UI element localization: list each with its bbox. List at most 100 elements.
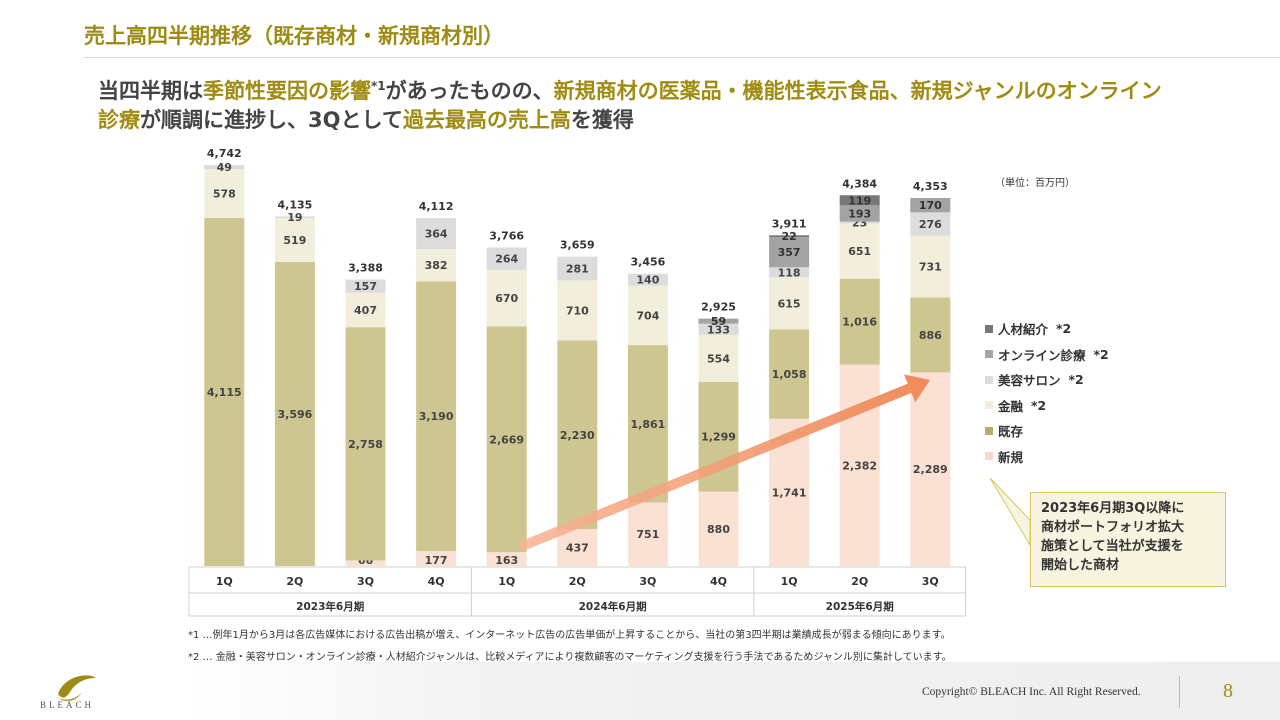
data-label: 731 [919, 261, 942, 274]
unit-label: （単位：百万円） [995, 178, 1075, 189]
data-label: 49 [217, 161, 232, 174]
bar-segment [627, 345, 668, 503]
data-label: 519 [283, 234, 306, 247]
bar-segment [627, 285, 668, 346]
category-label: 2Q [286, 575, 303, 588]
data-label: 751 [636, 528, 659, 541]
bar-segment [627, 502, 668, 566]
period-label: 2024年6月期 [579, 600, 647, 613]
data-label: 578 [213, 188, 236, 201]
legend-item: 人材紹介 *2 [985, 316, 1109, 342]
data-label: 554 [707, 352, 730, 365]
bar-segment [769, 267, 810, 278]
legend-label: オンライン診療 [998, 347, 1086, 363]
total-label: 2,925 [701, 301, 736, 314]
data-label: 710 [566, 304, 589, 317]
bar-segment [416, 218, 457, 249]
bar-segment [486, 326, 527, 553]
data-label: 2,669 [489, 433, 524, 446]
data-label: 281 [566, 263, 589, 276]
period-label: 2023年6月期 [296, 600, 364, 613]
legend-label: 人材紹介 [998, 322, 1049, 338]
data-label: 59 [711, 315, 726, 328]
data-label: 437 [566, 542, 589, 555]
category-label: 1Q [498, 575, 515, 588]
total-label: 4,742 [207, 147, 242, 160]
legend-label: 金融 [998, 398, 1024, 414]
headline-part: 新規商材の医薬品・機能性表示食品、新規ジャンルのオンライン診療 [98, 79, 1162, 132]
callout-line: 施策として当社が支援を [1041, 539, 1184, 554]
legend-swatch [985, 324, 993, 333]
trend-arrow [518, 374, 930, 552]
bar-segment [698, 318, 739, 324]
bar-segment [274, 218, 315, 262]
bar-segment [910, 372, 951, 566]
title-divider [84, 57, 1280, 58]
total-label: 3,659 [560, 239, 595, 252]
data-label: 364 [425, 228, 448, 241]
total-label: 4,135 [278, 198, 313, 211]
bar-segment [557, 340, 598, 530]
bar-segment [345, 560, 386, 566]
data-label: 2,230 [560, 429, 595, 442]
headline-part: を獲得 [570, 108, 634, 132]
data-label: 357 [778, 246, 801, 259]
legend-swatch [985, 401, 993, 410]
category-label: 3Q [922, 575, 939, 588]
data-label: 177 [425, 554, 448, 567]
data-label: 2,758 [348, 438, 383, 451]
category-label: 2Q [851, 575, 868, 588]
data-label: 704 [636, 309, 659, 322]
bar-segment [486, 269, 527, 327]
data-label: 170 [919, 199, 942, 212]
bleach-logo-icon [56, 675, 96, 702]
callout-line: 2023年6月期3Q以降に [1041, 501, 1185, 516]
legend-item: 既存 [985, 418, 1109, 444]
data-label: 119 [848, 194, 871, 207]
bar-segment [486, 552, 527, 566]
bar-segment [486, 247, 527, 270]
bar-segment [839, 195, 880, 206]
data-label: 1,299 [701, 431, 736, 444]
data-label: 1,058 [772, 368, 807, 381]
chart-legend: 人材紹介 *2 オンライン診療 *2 美容サロン *2 金融 *2 既存 新規 [985, 316, 1109, 469]
data-label: 3,190 [419, 410, 454, 423]
headline-part: 過去最高の売上高 [402, 108, 571, 132]
logo-text: BLEACH [40, 700, 94, 710]
data-label: 19 [287, 211, 302, 224]
data-label: 880 [707, 523, 730, 536]
bar-segment [416, 248, 457, 282]
headline-part: *1 [371, 79, 386, 93]
legend-label: 新規 [998, 449, 1024, 465]
bar-segment [557, 280, 598, 341]
bar-segment [274, 216, 315, 219]
bar-segment [839, 223, 880, 279]
callout-box: 2023年6月期3Q以降に 商材ポートフォリオ拡大 施策として当社が支援を 開始した商… [1030, 492, 1226, 587]
bar-segment [557, 256, 598, 281]
data-label: 2,289 [913, 463, 948, 476]
data-label: 163 [495, 554, 518, 567]
legend-label: 美容サロン [998, 373, 1061, 389]
callout-line: 商材ポートフォリオ拡大 [1041, 520, 1185, 535]
bar-segment [345, 279, 386, 293]
total-label: 3,388 [348, 261, 383, 274]
category-label: 2Q [569, 575, 586, 588]
category-label: 4Q [428, 575, 445, 588]
headline-part: 季節性要因の影響 [203, 79, 371, 103]
bar-segment [769, 235, 810, 238]
legend-swatch [985, 375, 993, 384]
bar-segment [698, 334, 739, 382]
data-label: 1,861 [631, 418, 666, 431]
period-label: 2025年6月期 [826, 600, 894, 613]
data-label: 407 [354, 304, 377, 317]
category-label: 1Q [216, 575, 233, 588]
data-label: 1,016 [842, 316, 877, 329]
data-label: 4,115 [207, 386, 242, 399]
bar-segment [204, 169, 245, 219]
footnote-2: *2 … 金融・美容サロン・オンライン診療・人材紹介ジャンルは、比較メディアによ… [188, 652, 952, 663]
data-label: 3,596 [278, 408, 313, 421]
bar-segment [345, 292, 386, 328]
category-label: 1Q [781, 575, 798, 588]
callout-line: 開始した商材 [1041, 558, 1120, 573]
